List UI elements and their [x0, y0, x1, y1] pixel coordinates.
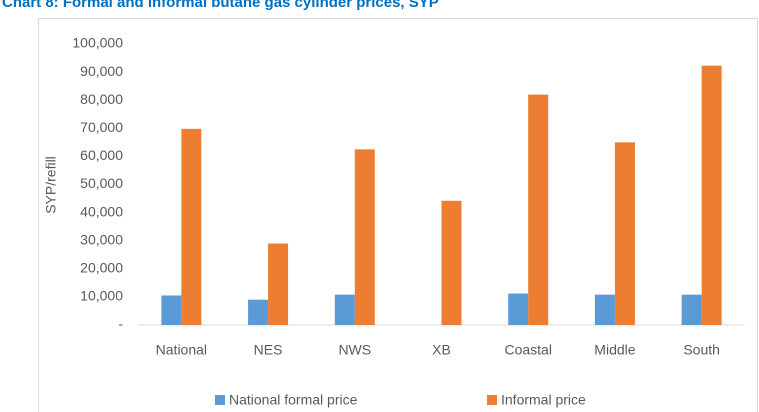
y-tick-label: 60,000 [80, 147, 123, 163]
y-tick-label: 40,000 [80, 203, 123, 219]
y-tick-label: 20,000 [80, 260, 123, 276]
legend-swatch [215, 395, 225, 405]
bar [508, 293, 529, 325]
x-tick-label: National [156, 342, 207, 358]
chart-title: Chart 8: Formal and informal butane gas … [2, 0, 439, 11]
chart-frame [38, 18, 758, 412]
y-tick-label: 10,000 [80, 288, 123, 304]
bar [594, 294, 615, 325]
y-tick-label: 80,000 [80, 91, 123, 107]
y-tick-label: 30,000 [80, 231, 123, 247]
bar [161, 295, 182, 325]
x-tick-label: XB [432, 342, 451, 358]
legend-swatch [487, 395, 497, 405]
bar [681, 294, 702, 325]
bar [248, 299, 269, 325]
bar [268, 243, 289, 325]
bar [354, 149, 375, 325]
legend-label: Informal price [501, 392, 586, 408]
y-tick-label: 70,000 [80, 119, 123, 135]
bar [614, 142, 635, 325]
y-axis-label: SYP/refill [43, 156, 59, 214]
bar [441, 200, 462, 325]
y-tick-label: 90,000 [80, 63, 123, 79]
y-tick-label: 100,000 [72, 35, 123, 51]
y-tick-label: 50,000 [80, 175, 123, 191]
bar [528, 94, 549, 325]
y-tick-label: - [118, 316, 123, 332]
x-tick-label: NES [254, 342, 283, 358]
bar [701, 65, 722, 326]
x-tick-label: South [683, 342, 720, 358]
x-tick-label: Coastal [504, 342, 551, 358]
bar [334, 294, 355, 325]
x-tick-label: NWS [338, 342, 371, 358]
bar [181, 128, 202, 325]
x-tick-label: Middle [594, 342, 635, 358]
legend-label: National formal price [229, 392, 358, 408]
